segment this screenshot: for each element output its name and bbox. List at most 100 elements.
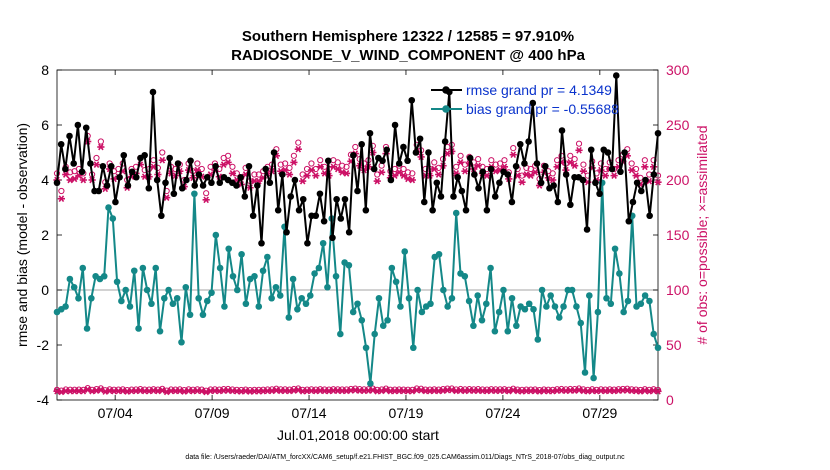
rmse-point xyxy=(466,154,474,162)
rmse-point xyxy=(287,193,295,200)
bias-point xyxy=(440,286,447,294)
rmse-point xyxy=(141,151,148,159)
bias-point xyxy=(186,311,194,319)
rmse-point xyxy=(508,198,516,206)
bias-point xyxy=(607,300,615,308)
obs-assimilated-point xyxy=(316,163,324,171)
bias-point xyxy=(392,278,400,286)
bias-point xyxy=(195,294,202,302)
rmse-point xyxy=(608,165,616,173)
obs-assimilated-point xyxy=(601,172,609,179)
y-right-tick-label: 100 xyxy=(666,282,690,298)
rmse-point xyxy=(320,217,328,225)
y-right-tick-label: 150 xyxy=(666,227,690,243)
obs-possible-point xyxy=(277,161,284,168)
rmse-point xyxy=(166,154,173,162)
obs-possible-point xyxy=(251,171,258,178)
bias-point xyxy=(611,245,619,253)
x-axis-label: Jul.01,2018 00:00:00 start xyxy=(277,427,439,443)
obs-possible-point xyxy=(527,165,534,173)
rmse-point xyxy=(178,184,186,192)
rmse-point xyxy=(654,129,662,137)
rmse-point xyxy=(387,176,395,184)
bias-point xyxy=(448,294,456,302)
rmse-point xyxy=(195,171,203,178)
obs-assimilated-point xyxy=(527,172,535,179)
bias-point xyxy=(418,308,426,316)
bias-point xyxy=(156,327,164,335)
bias-point xyxy=(461,272,469,280)
obs-assimilated-point-low xyxy=(575,386,583,394)
obs-possible-point xyxy=(334,159,341,166)
obs-assimilated-point xyxy=(303,172,311,179)
obs-possible-point xyxy=(580,161,587,168)
bias-point xyxy=(616,270,623,277)
rmse-point xyxy=(395,160,403,167)
obs-possible-point xyxy=(510,145,517,152)
rmse-point xyxy=(341,195,349,203)
obs-assimilated-point xyxy=(579,167,588,175)
bias-point xyxy=(401,248,409,255)
bias-point xyxy=(216,264,224,272)
rmse-point xyxy=(450,193,457,200)
obs-assimilated-point xyxy=(57,195,65,203)
obs-assimilated-point xyxy=(70,175,79,183)
y-left-tick-label: 8 xyxy=(41,62,49,78)
rmse-point xyxy=(612,72,620,79)
plot-area xyxy=(56,69,659,401)
rmse-point xyxy=(516,140,524,148)
rmse-point xyxy=(82,124,90,132)
obs-assimilated-point xyxy=(509,151,517,159)
bias-point xyxy=(367,380,374,387)
bias-point xyxy=(354,300,361,308)
bias-point xyxy=(500,286,507,294)
rmse-point xyxy=(617,168,624,176)
bias-point xyxy=(255,303,263,310)
bias-point xyxy=(178,338,185,346)
rmse-point xyxy=(558,127,566,134)
obs-assimilated-point-low xyxy=(163,388,171,396)
rmse-point xyxy=(78,168,86,176)
rmse-point xyxy=(212,162,219,170)
obs-assimilated-point xyxy=(566,159,574,166)
rmse-point xyxy=(383,146,391,154)
obs-assimilated-point xyxy=(575,146,583,154)
bias-point xyxy=(624,297,632,305)
obs-assimilated-point xyxy=(228,170,237,177)
rmse-point xyxy=(245,162,253,170)
rmse-point xyxy=(521,160,528,167)
rmse-point xyxy=(487,165,495,173)
data-file-footnote: data file: /Users/raeder/DAI/ATM_forcXX/… xyxy=(185,454,625,461)
rmse-point xyxy=(370,165,378,173)
bias-point xyxy=(435,250,443,258)
rmse-point xyxy=(592,179,599,187)
bias-point xyxy=(238,250,245,258)
bias-point xyxy=(555,314,563,321)
rmse-point xyxy=(199,182,207,189)
bias-point xyxy=(182,283,190,291)
bias-point xyxy=(646,297,653,305)
rmse-point xyxy=(95,187,103,195)
bias-point xyxy=(169,300,177,308)
rmse-point xyxy=(350,151,357,159)
rmse-point xyxy=(638,187,645,195)
bias-point xyxy=(88,294,95,302)
rmse-point xyxy=(99,162,107,170)
rmse-point xyxy=(295,206,303,214)
y-left-tick-label: -2 xyxy=(37,337,50,353)
rmse-point xyxy=(587,146,595,154)
y-left-tick-label: 2 xyxy=(41,227,49,243)
rmse-point xyxy=(412,149,420,156)
rmse-point xyxy=(562,171,570,178)
obs-assimilated-point xyxy=(461,167,469,175)
y-right-tick-label: 0 xyxy=(666,392,674,408)
bias-point xyxy=(242,300,250,308)
x-tick-label: 07/14 xyxy=(292,405,327,421)
obs-possible-point xyxy=(339,162,346,169)
obs-assimilated-point xyxy=(632,172,640,179)
obs-assimilated-point xyxy=(435,171,443,178)
rmse-point xyxy=(203,173,211,181)
rmse-point xyxy=(274,206,282,214)
obs-possible-point xyxy=(409,170,416,177)
obs-assimilated-point xyxy=(430,165,438,173)
